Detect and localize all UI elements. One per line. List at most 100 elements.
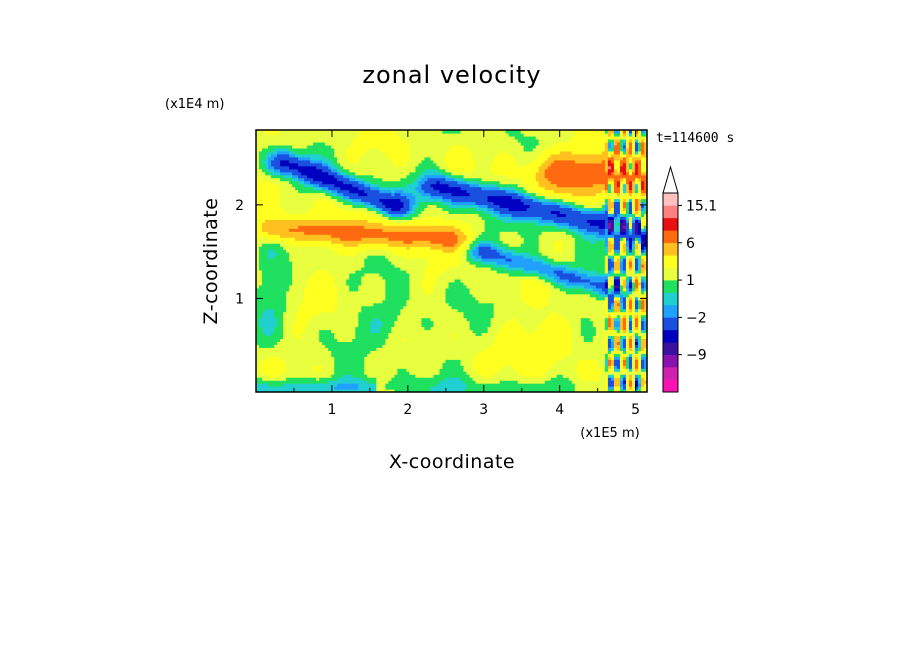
contour-cell — [460, 305, 465, 310]
contour-cell — [451, 302, 456, 307]
contour-cell — [256, 371, 260, 375]
contour-cell — [421, 362, 426, 366]
contour-cell — [283, 350, 287, 354]
contour-cell — [373, 383, 377, 387]
contour-cell — [283, 362, 287, 366]
contour-cell — [358, 356, 362, 360]
contour-cell — [640, 356, 645, 360]
contour-cell — [634, 278, 639, 283]
contour-cell — [466, 341, 471, 345]
contour-cell — [397, 386, 401, 390]
contour-cell — [478, 329, 483, 334]
contour-cell — [520, 332, 525, 337]
contour-cell — [565, 344, 570, 348]
contour-cell — [517, 365, 522, 369]
contour-cell — [436, 365, 441, 369]
contour-cell — [379, 356, 383, 360]
contour-cell — [433, 338, 438, 342]
contour-cell — [595, 338, 600, 342]
contour-cell — [538, 377, 543, 381]
contour-cell — [358, 380, 362, 384]
contour-cell — [322, 389, 326, 392]
contour-cell — [502, 386, 507, 390]
contour-cell — [601, 359, 606, 363]
contour-cell — [442, 305, 447, 310]
contour-cell — [367, 320, 371, 325]
contour-cell — [388, 317, 392, 322]
contour-cell — [544, 389, 549, 392]
contour-cell — [466, 383, 471, 387]
contour-cell — [310, 314, 314, 319]
contour-cell — [610, 368, 615, 372]
contour-cell — [367, 308, 371, 313]
contour-cell — [268, 311, 272, 316]
contour-cell — [547, 293, 552, 298]
contour-cell — [400, 350, 404, 354]
contour-cell — [466, 353, 471, 357]
contour-cell — [406, 335, 410, 340]
contour-cell — [346, 347, 350, 351]
contour-cell — [325, 323, 329, 328]
contour-cell — [406, 314, 410, 319]
contour-cell — [616, 326, 621, 331]
contour-cell — [271, 338, 275, 342]
contour-cell — [445, 368, 450, 372]
contour-cell — [430, 305, 435, 310]
contour-cell — [355, 323, 359, 328]
contour-cell — [463, 362, 468, 366]
contour-cell — [508, 326, 513, 331]
contour-cell — [514, 281, 519, 286]
contour-cell — [295, 353, 299, 357]
contour-cell — [397, 293, 401, 298]
contour-cell — [520, 365, 525, 369]
contour-cell — [517, 344, 522, 348]
contour-cell — [514, 380, 519, 384]
contour-cell — [292, 341, 296, 345]
contour-cell — [361, 389, 365, 392]
contour-cell — [445, 284, 450, 289]
contour-cell — [478, 359, 483, 363]
contour-cell — [337, 311, 341, 316]
contour-cell — [634, 287, 639, 292]
contour-cell — [496, 308, 501, 313]
contour-cell — [520, 317, 525, 322]
contour-cell — [439, 383, 444, 387]
contour-cell — [604, 359, 609, 363]
contour-cell — [499, 371, 504, 375]
contour-cell — [265, 314, 269, 319]
contour-cell — [505, 344, 510, 348]
contour-cell — [343, 350, 347, 354]
contour-cell — [331, 320, 335, 325]
contour-cell — [394, 356, 398, 360]
contour-cell — [550, 383, 555, 387]
contour-cell — [625, 389, 630, 392]
contour-cell — [268, 326, 272, 331]
contour-cell — [310, 341, 314, 345]
contour-cell — [328, 305, 332, 310]
contour-cell — [388, 374, 392, 378]
contour-cell — [451, 338, 456, 342]
contour-cell — [622, 347, 627, 351]
contour-cell — [574, 350, 579, 354]
contour-cell — [508, 356, 513, 360]
contour-cell — [310, 308, 314, 313]
contour-cell — [475, 332, 480, 337]
contour-cell — [400, 317, 404, 322]
contour-cell — [520, 335, 525, 340]
contour-cell — [277, 296, 281, 301]
contour-cell — [589, 278, 594, 283]
contour-cell — [628, 335, 633, 340]
contour-cell — [352, 338, 356, 342]
contour-cell — [505, 368, 510, 372]
contour-cell — [433, 308, 438, 313]
contour-cell — [547, 290, 552, 295]
contour-cell — [613, 383, 618, 387]
contour-cell — [502, 287, 507, 292]
contour-cell — [526, 371, 531, 375]
contour-cell — [550, 374, 555, 378]
contour-cell — [610, 290, 615, 295]
contour-cell — [466, 371, 471, 375]
contour-cell — [382, 341, 386, 345]
contour-cell — [625, 284, 630, 289]
contour-cell — [418, 365, 423, 369]
